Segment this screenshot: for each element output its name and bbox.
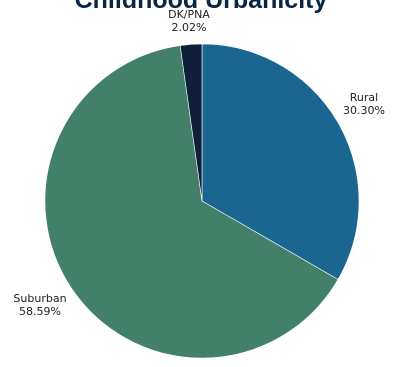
slice-label-dk-pna: DK/PNA 2.02% bbox=[168, 8, 210, 34]
slice-value: 30.30% bbox=[343, 104, 385, 117]
pie-slice-suburban bbox=[44, 45, 339, 359]
slice-label-suburban: Suburban 58.59% bbox=[13, 292, 66, 318]
slice-value: 2.02% bbox=[172, 21, 207, 34]
slice-name: DK/PNA bbox=[168, 8, 210, 21]
pie-slice-dk-pna bbox=[179, 43, 203, 202]
slice-label-rural: Rural 30.30% bbox=[343, 91, 385, 117]
slice-name: Suburban bbox=[13, 292, 66, 305]
chart-title: Childhood Urbanicity bbox=[75, 0, 328, 14]
slice-labels: Rural 30.30% Suburban 58.59% DK/PNA 2.02% bbox=[13, 8, 385, 318]
slice-name: Rural bbox=[350, 91, 378, 104]
pie-slices bbox=[44, 43, 360, 359]
slice-value: 58.59% bbox=[19, 305, 61, 318]
pie-slice-rural bbox=[201, 43, 360, 280]
